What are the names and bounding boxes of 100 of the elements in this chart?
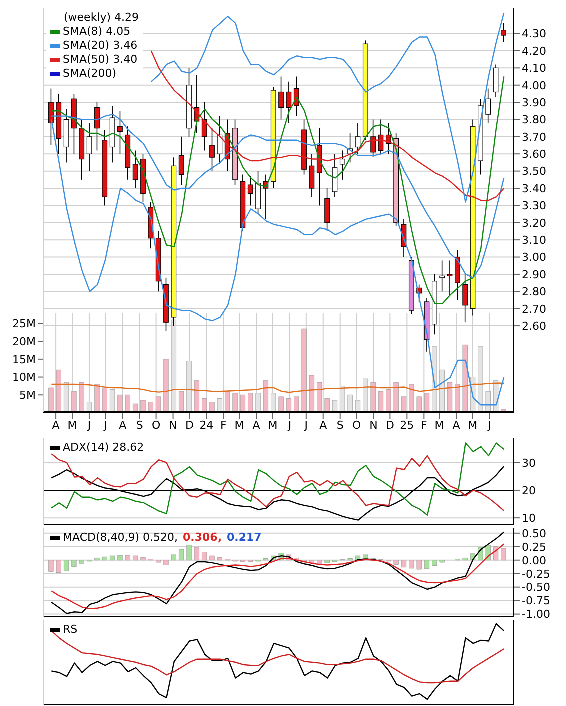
- bar: [210, 556, 215, 561]
- bar: [440, 370, 445, 413]
- bar: [171, 554, 176, 561]
- bar: [478, 346, 484, 413]
- y-tick-label: 2.90: [522, 268, 546, 282]
- bar: [186, 545, 192, 561]
- x-tick-label: 25: [400, 418, 414, 432]
- candlestick: [286, 82, 292, 124]
- candlestick: [486, 88, 492, 124]
- bar: [409, 384, 414, 413]
- bar: [72, 560, 77, 568]
- x-tick-label: A: [452, 418, 461, 432]
- candlestick: [86, 122, 92, 172]
- x-tick-label: M: [68, 418, 78, 432]
- bar: [386, 390, 392, 413]
- bar: [432, 560, 438, 566]
- x-tick-label: A: [119, 418, 128, 432]
- bar: [186, 361, 192, 413]
- legend-label: MACD(8,40,9) 0.520,: [63, 531, 178, 545]
- bar: [294, 396, 300, 413]
- bar: [202, 552, 208, 561]
- x-tick-label: 24: [200, 418, 214, 432]
- bar: [225, 391, 230, 413]
- x-tick-label: F: [220, 418, 227, 432]
- candlestick: [370, 119, 376, 158]
- bar: [401, 560, 407, 568]
- candlestick: [210, 128, 215, 172]
- bar: [118, 394, 123, 413]
- y-tick-label: 3.70: [522, 130, 546, 144]
- bar: [140, 400, 146, 413]
- bar: [164, 359, 169, 413]
- bar: [194, 380, 200, 413]
- x-tick-label: S: [136, 418, 144, 432]
- series-label: 0.217: [227, 531, 262, 545]
- line-series: [150, 50, 505, 202]
- y-tick-label: 3.60: [522, 148, 546, 162]
- y-tick-label: -0.50: [522, 581, 550, 594]
- x-tick-label: A: [252, 418, 261, 432]
- bar: [424, 393, 430, 413]
- bar: [125, 394, 130, 413]
- candlestick: [309, 154, 315, 198]
- line-series: [51, 442, 505, 516]
- bar: [217, 398, 223, 413]
- bar: [378, 391, 384, 413]
- y-tick-label: 4.00: [522, 79, 546, 92]
- bar: [179, 391, 184, 413]
- bar: [363, 378, 368, 413]
- candlestick: [501, 23, 506, 43]
- candlestick: [340, 150, 346, 180]
- bar: [72, 391, 77, 413]
- bar: [125, 555, 130, 561]
- bar: [455, 384, 460, 413]
- bar: [394, 560, 399, 565]
- bar: [132, 556, 138, 561]
- x-tick-label: O: [352, 418, 362, 432]
- bar: [424, 560, 430, 570]
- bar: [324, 398, 330, 413]
- legend-label: RS: [63, 623, 78, 637]
- candlestick: [248, 176, 254, 206]
- y-tick-label: -0.25: [522, 568, 550, 581]
- x-tick-label: M: [234, 418, 244, 432]
- x-tick-label: D: [185, 418, 194, 432]
- bar: [86, 402, 92, 413]
- x-tick-label: J: [487, 418, 492, 432]
- x-tick-label: M: [468, 418, 478, 432]
- bar: [440, 560, 445, 563]
- bar: [56, 560, 62, 573]
- line-series: [51, 532, 505, 614]
- bar: [194, 547, 200, 561]
- y-tick-label: 2.80: [522, 286, 546, 299]
- bar: [102, 556, 108, 561]
- legend-label: SMA(200): [63, 67, 117, 81]
- bar: [462, 344, 468, 413]
- bar: [348, 394, 353, 413]
- bar: [501, 548, 506, 561]
- y-tick-label: 4.10: [522, 62, 546, 76]
- bar: [171, 320, 176, 413]
- candlestick: [202, 102, 208, 152]
- x-tick-label: O: [152, 418, 161, 432]
- y-tick-label: -1.00: [522, 608, 550, 622]
- bar: [48, 560, 54, 572]
- x-tick-label: N: [370, 418, 378, 432]
- x-tick-label: J: [304, 418, 308, 432]
- x-tick-label: A: [320, 418, 328, 432]
- x-tick-label: J: [287, 418, 292, 432]
- y-tick-label: 20: [522, 484, 536, 498]
- bar: [156, 560, 162, 563]
- bar: [64, 560, 70, 572]
- bar: [148, 402, 154, 413]
- bar: [64, 382, 70, 413]
- x-tick-label: M: [268, 418, 278, 432]
- y-tick-label: 3.10: [522, 234, 546, 247]
- x-tick-label: N: [169, 418, 178, 432]
- bar: [409, 560, 414, 569]
- y-tick-label: 0.00: [522, 554, 546, 568]
- y-tick-label: 3.80: [522, 114, 546, 127]
- y-tick-label: 2.60: [522, 320, 546, 333]
- y-tick-label: 3.20: [522, 216, 546, 230]
- x-tick-label: M: [434, 418, 444, 432]
- chart-title: (weekly) 4.29: [63, 11, 140, 25]
